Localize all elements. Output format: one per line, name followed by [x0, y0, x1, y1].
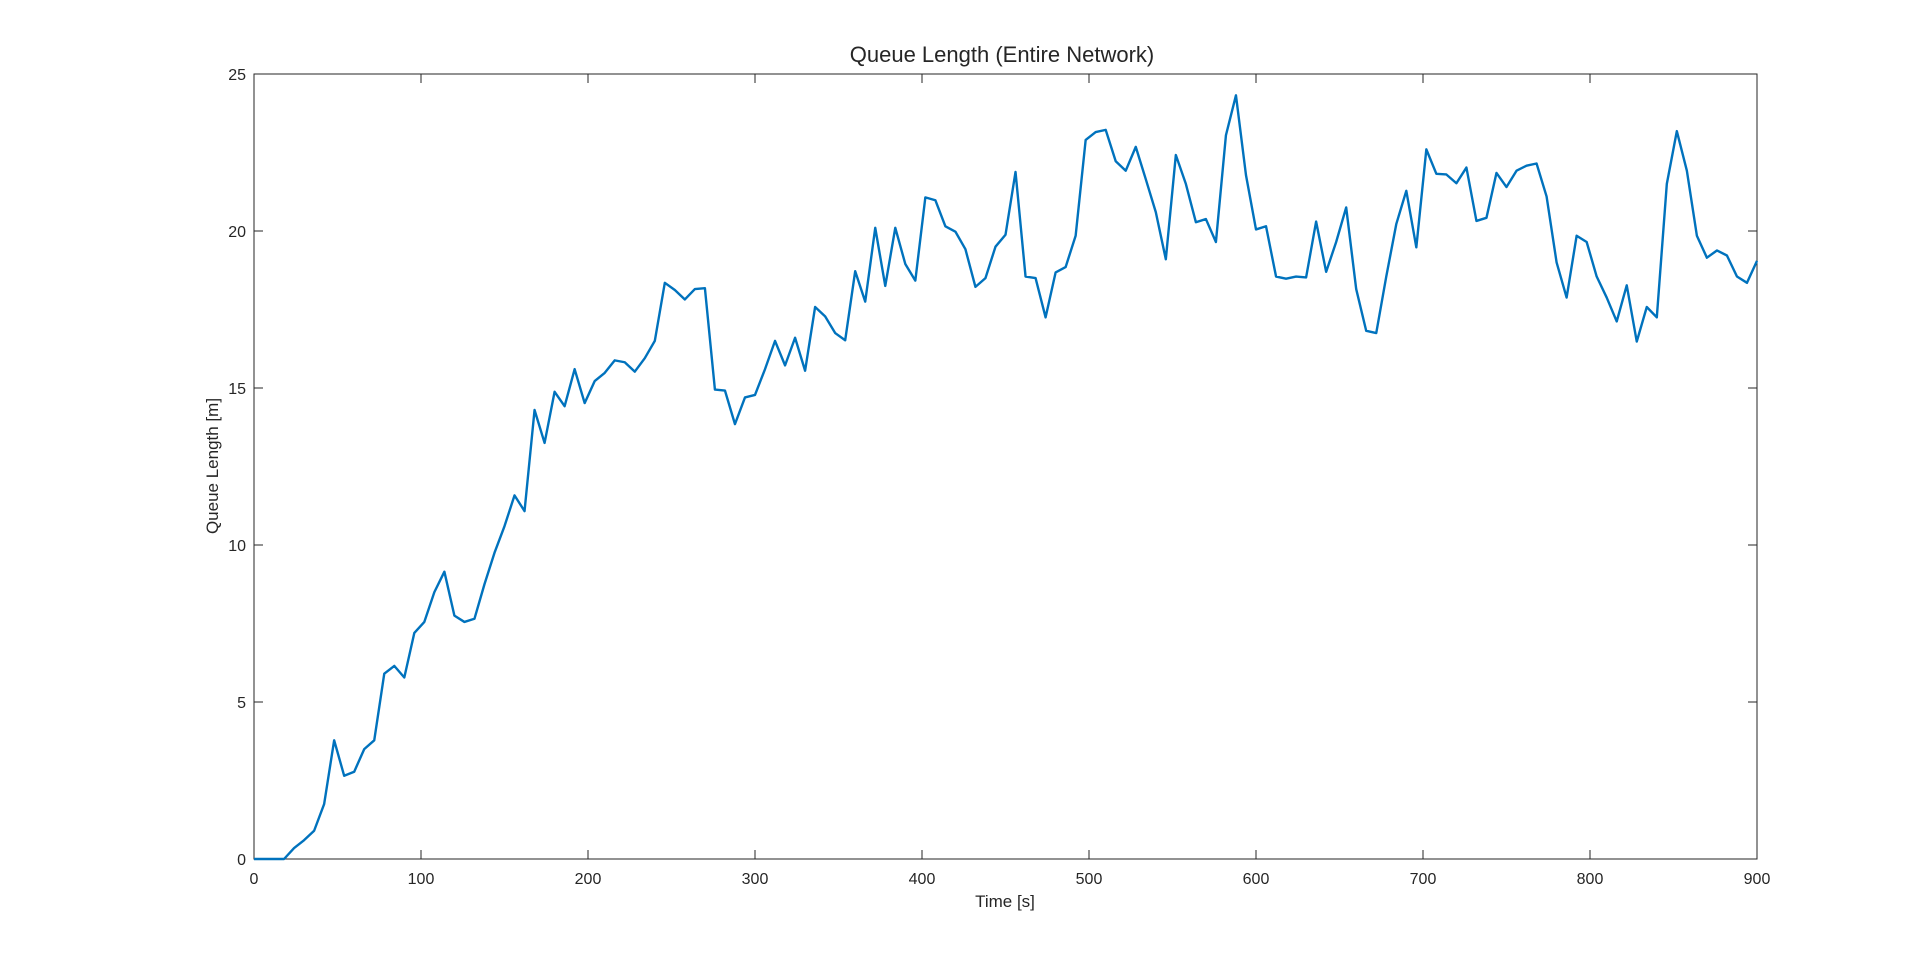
y-tick-label: 10 [228, 538, 246, 555]
x-tick-label: 0 [250, 871, 259, 888]
x-tick-label: 400 [909, 871, 936, 888]
x-tick-label: 300 [742, 871, 769, 888]
x-tick-label: 800 [1577, 871, 1604, 888]
y-tick-label: 5 [237, 695, 246, 712]
x-tick-label: 500 [1076, 871, 1103, 888]
chart-title: Queue Length (Entire Network) [850, 42, 1155, 67]
x-tick-label: 700 [1410, 871, 1437, 888]
y-tick-label: 15 [228, 381, 246, 398]
x-tick-label: 200 [575, 871, 602, 888]
plot-area [253, 73, 1758, 860]
y-tick-label: 0 [237, 852, 246, 869]
x-axis-label: Time [s] [975, 892, 1035, 911]
x-tick-label: 900 [1744, 871, 1771, 888]
y-axis-label: Queue Length [m] [203, 398, 222, 534]
x-tick-label: 100 [408, 871, 435, 888]
series-line [254, 94, 1759, 861]
y-axis: 0 5 10 15 20 25 [228, 67, 1757, 869]
y-tick-label: 20 [228, 224, 246, 241]
x-axis: 0 100 200 300 400 500 600 700 800 900 [250, 74, 1771, 888]
x-tick-label: 600 [1243, 871, 1270, 888]
y-tick-label: 25 [228, 67, 246, 84]
